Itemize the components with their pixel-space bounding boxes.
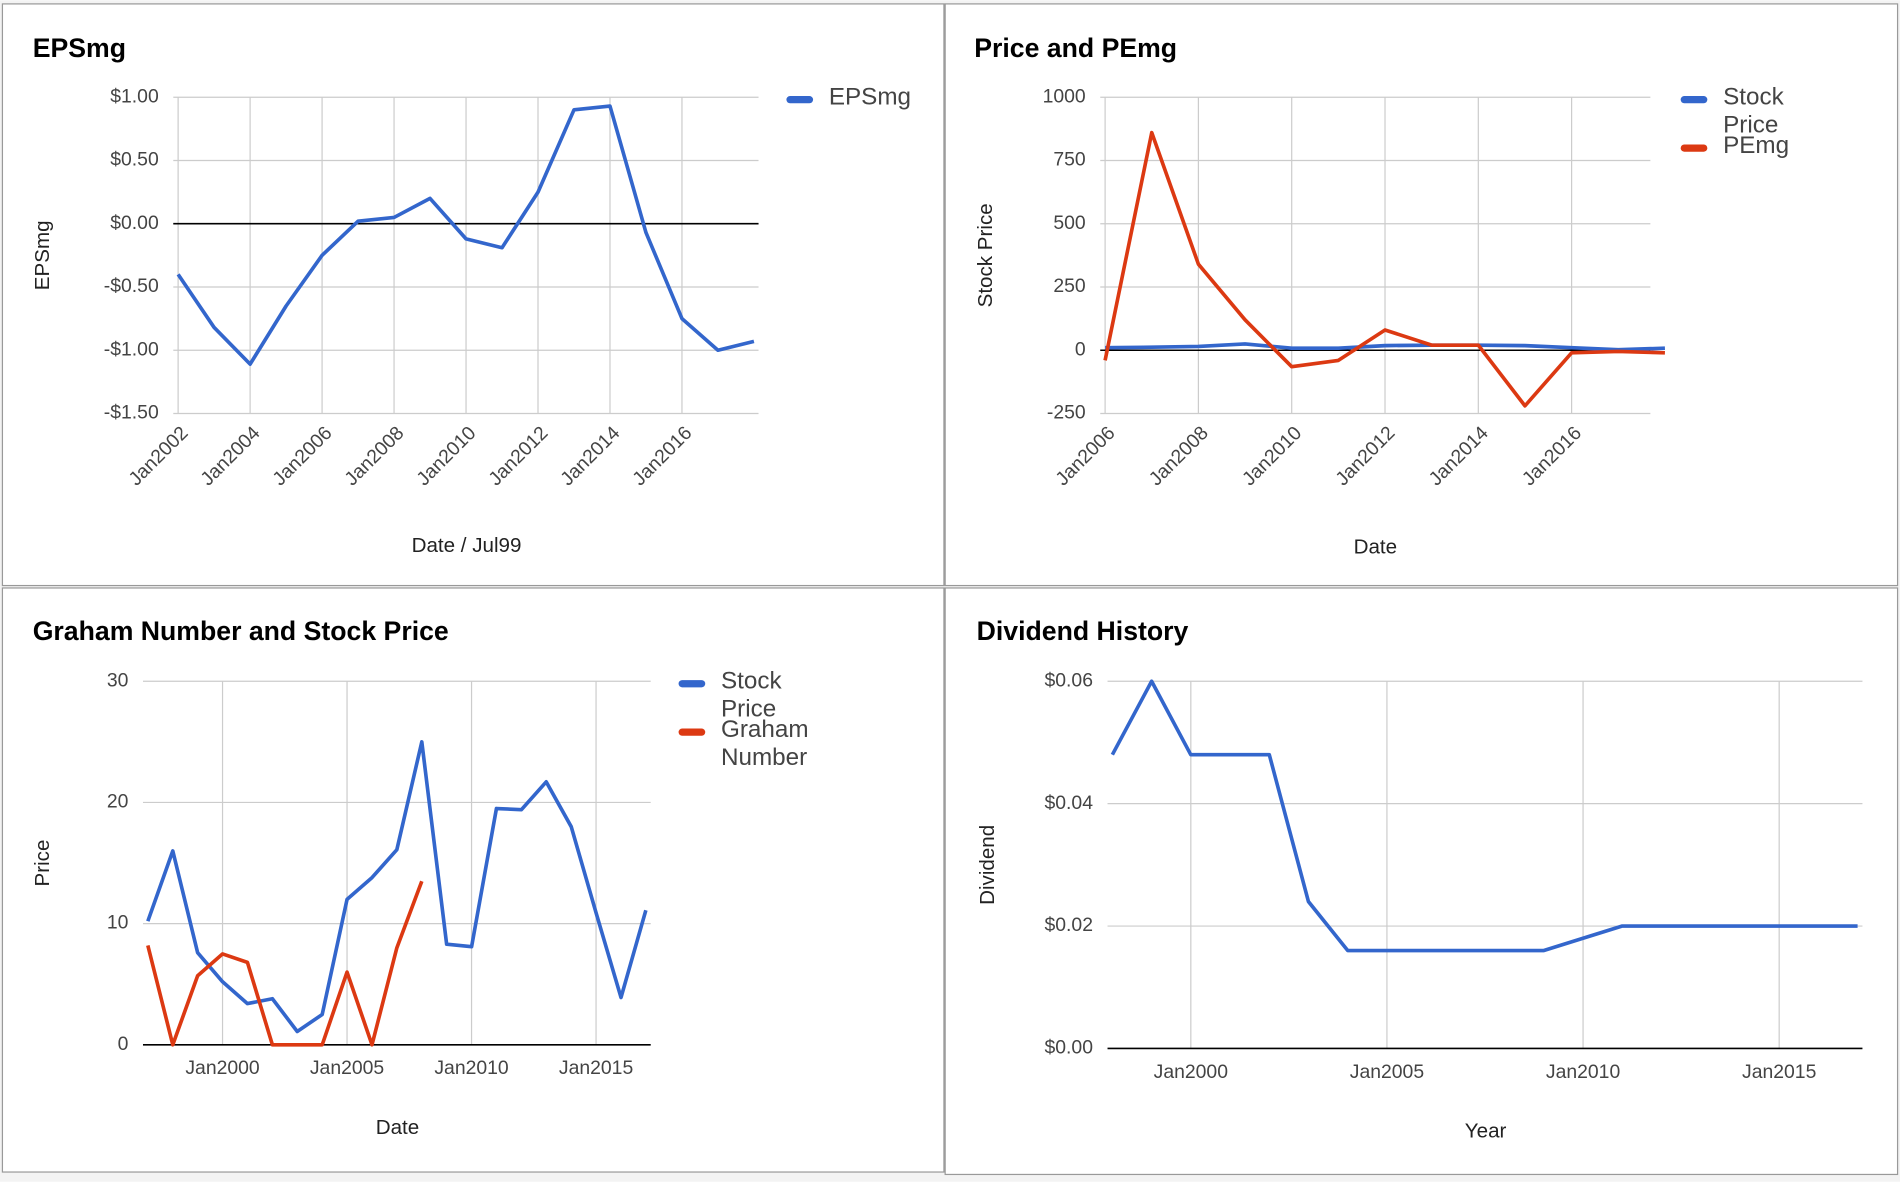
- chart-title: Price and PEmg: [974, 33, 1177, 63]
- x-axis-label: Date: [1354, 535, 1397, 558]
- panel: [944, 3, 1899, 587]
- x-tick-label: Jan2005: [310, 1057, 384, 1079]
- legend-box: Stock Price: [720, 667, 782, 723]
- panel: [1, 587, 945, 1173]
- legend-label: Stock Price: [720, 667, 782, 723]
- panel: [944, 587, 1899, 1176]
- legend-box: PEmg: [1723, 132, 1790, 160]
- y-tick-label: -$1.00: [104, 338, 159, 360]
- legend-label: EPSmg: [828, 83, 911, 111]
- chart-title: Graham Number and Stock Price: [33, 616, 449, 646]
- x-tick-label: Jan2010: [434, 1057, 509, 1079]
- series-line: [146, 880, 424, 1047]
- y-tick-label: -$0.50: [104, 275, 159, 297]
- y-tick-label: 500: [1053, 212, 1086, 234]
- y-axis-label: Dividend: [976, 825, 999, 905]
- x-tick-label: Jan2015: [1742, 1061, 1816, 1083]
- legend-box: Graham Number: [720, 716, 809, 771]
- y-axis-label: Price: [31, 840, 54, 887]
- y-tick-label: $0.02: [1044, 914, 1093, 936]
- y-tick-label: 10: [107, 912, 129, 934]
- x-axis-label: Date: [376, 1116, 419, 1139]
- x-tick-label: Jan2000: [185, 1057, 260, 1079]
- x-tick-label: Jan2010: [1546, 1061, 1621, 1083]
- legend-box: Stock Price: [1723, 83, 1784, 139]
- x-axis-label: Date / Jul99: [412, 534, 522, 557]
- y-tick-label: -$1.50: [104, 402, 159, 424]
- legend-label: PEmg: [1723, 132, 1790, 160]
- y-tick-label: $0.04: [1044, 792, 1093, 814]
- y-tick-label: 20: [107, 791, 129, 813]
- x-tick-label: Jan2005: [1350, 1061, 1424, 1083]
- y-tick-label: 0: [118, 1033, 129, 1055]
- y-tick-label: 30: [107, 669, 129, 691]
- y-tick-label: $0.00: [110, 212, 159, 234]
- y-tick-label: $1.00: [110, 85, 159, 107]
- y-tick-label: $0.50: [110, 149, 159, 171]
- y-axis-label: Stock Price: [974, 203, 997, 307]
- y-tick-label: -250: [1047, 402, 1086, 424]
- y-axis-label: EPSmg: [31, 220, 54, 290]
- chart-title: EPSmg: [33, 33, 126, 63]
- y-tick-label: $0.00: [1044, 1037, 1093, 1059]
- series-line: [176, 104, 755, 366]
- chart-title: Dividend History: [977, 616, 1189, 646]
- x-axis-label: Year: [1465, 1119, 1507, 1142]
- series-line: [1103, 130, 1665, 408]
- series-line: [1110, 679, 1858, 953]
- series-line: [146, 740, 648, 1034]
- y-tick-label: 0: [1075, 338, 1086, 360]
- y-tick-label: 250: [1053, 275, 1086, 297]
- y-tick-label: 750: [1053, 149, 1086, 171]
- legend-label: Graham Number: [720, 716, 809, 771]
- legend-label: Stock Price: [1723, 83, 1784, 139]
- y-tick-label: $0.06: [1044, 669, 1093, 691]
- x-tick-label: Jan2000: [1154, 1061, 1229, 1083]
- series-line: [1105, 342, 1665, 352]
- x-tick-label: Jan2015: [559, 1057, 633, 1079]
- y-tick-label: 1000: [1043, 85, 1086, 107]
- legend-box: EPSmg: [828, 83, 911, 111]
